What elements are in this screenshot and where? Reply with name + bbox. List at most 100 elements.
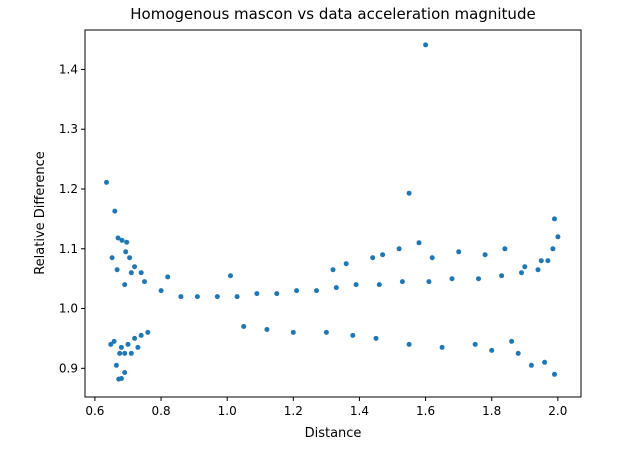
data-point — [128, 350, 134, 356]
data-point — [118, 376, 124, 381]
data-point — [323, 329, 329, 335]
data-point — [535, 267, 541, 273]
data-point — [117, 350, 123, 356]
data-point — [406, 341, 412, 347]
data-point — [502, 246, 508, 252]
data-point — [423, 42, 429, 48]
x-tick-label: 1.2 — [284, 404, 303, 418]
data-point — [476, 276, 481, 282]
data-point — [482, 252, 488, 258]
data-point — [555, 234, 561, 240]
data-point — [118, 344, 124, 350]
data-point — [214, 294, 220, 300]
data-point — [135, 344, 141, 350]
data-point — [158, 288, 164, 294]
data-point — [449, 276, 455, 282]
data-point — [489, 347, 495, 353]
data-point — [290, 329, 296, 335]
x-tick-label: 2.0 — [548, 404, 567, 418]
data-point — [472, 341, 478, 347]
data-point — [138, 332, 144, 338]
y-tick-label: 1.0 — [59, 302, 78, 316]
data-point — [178, 294, 184, 300]
data-point — [138, 270, 144, 276]
data-point — [122, 370, 128, 375]
y-tick-label: 1.1 — [59, 242, 78, 256]
data-point — [132, 335, 138, 341]
data-point — [528, 362, 534, 368]
data-point — [552, 216, 557, 222]
x-tick-label: 1.0 — [218, 404, 237, 418]
x-tick-label: 1.8 — [482, 404, 501, 418]
y-tick-label: 1.3 — [59, 122, 78, 136]
data-point — [108, 341, 114, 347]
data-point — [113, 362, 119, 368]
data-point — [456, 249, 462, 255]
data-point — [145, 329, 151, 335]
data-point — [165, 274, 171, 280]
y-ticks: 0.9 1.0 1.1 1.2 1.3 1.4 — [59, 62, 85, 375]
x-axis-label: Distance — [305, 426, 362, 441]
data-point — [119, 237, 125, 243]
data-point — [264, 327, 270, 332]
data-point — [142, 279, 147, 285]
data-point — [274, 291, 280, 297]
data-point — [343, 261, 349, 267]
data-point — [294, 288, 300, 294]
data-point — [499, 273, 505, 279]
chart-title: Homogenous mascon vs data acceleration m… — [130, 5, 535, 23]
data-point — [112, 208, 118, 214]
data-point — [330, 267, 336, 273]
data-point — [426, 279, 432, 285]
data-point — [552, 371, 557, 377]
data-point — [515, 350, 521, 356]
data-point — [254, 291, 260, 297]
data-point — [127, 255, 133, 261]
data-point — [333, 285, 339, 291]
data-point — [314, 288, 319, 294]
data-point — [406, 190, 412, 196]
data-point — [542, 359, 548, 365]
data-point — [399, 279, 405, 285]
data-point — [550, 246, 556, 252]
data-point — [373, 335, 379, 341]
x-tick-label: 1.6 — [416, 404, 435, 418]
data-point — [132, 264, 138, 270]
data-point — [128, 270, 134, 276]
data-point — [111, 338, 117, 344]
data-point — [122, 350, 128, 356]
plot-frame — [84, 29, 582, 398]
data-point — [122, 282, 128, 288]
x-ticks: 0.6 0.8 1.0 1.2 1.4 1.6 1.8 2.0 — [85, 397, 567, 418]
data-point — [439, 344, 445, 350]
y-tick-label: 1.4 — [59, 62, 78, 76]
y-tick-label: 0.9 — [59, 361, 78, 375]
data-point — [194, 294, 200, 300]
data-point — [396, 246, 402, 252]
data-point — [538, 258, 544, 264]
data-point — [228, 273, 233, 279]
y-tick-label: 1.2 — [59, 182, 78, 196]
data-point — [104, 179, 109, 185]
data-point — [509, 338, 515, 344]
x-tick-label: 0.8 — [152, 404, 171, 418]
data-point — [376, 282, 382, 288]
x-tick-label: 0.6 — [85, 404, 104, 418]
data-point — [115, 235, 121, 241]
data-point — [114, 267, 120, 273]
data-point — [241, 324, 247, 329]
data-point — [429, 255, 435, 261]
data-point — [416, 240, 422, 246]
data-point — [522, 264, 528, 270]
data-point — [125, 341, 131, 347]
data-point — [545, 258, 551, 264]
data-point — [109, 255, 115, 261]
y-axis-label: Relative Difference — [33, 151, 48, 275]
data-point — [350, 332, 356, 338]
x-tick-label: 1.4 — [350, 404, 369, 418]
data-point — [519, 270, 524, 276]
data-point — [234, 294, 240, 300]
points-layer — [104, 42, 561, 382]
